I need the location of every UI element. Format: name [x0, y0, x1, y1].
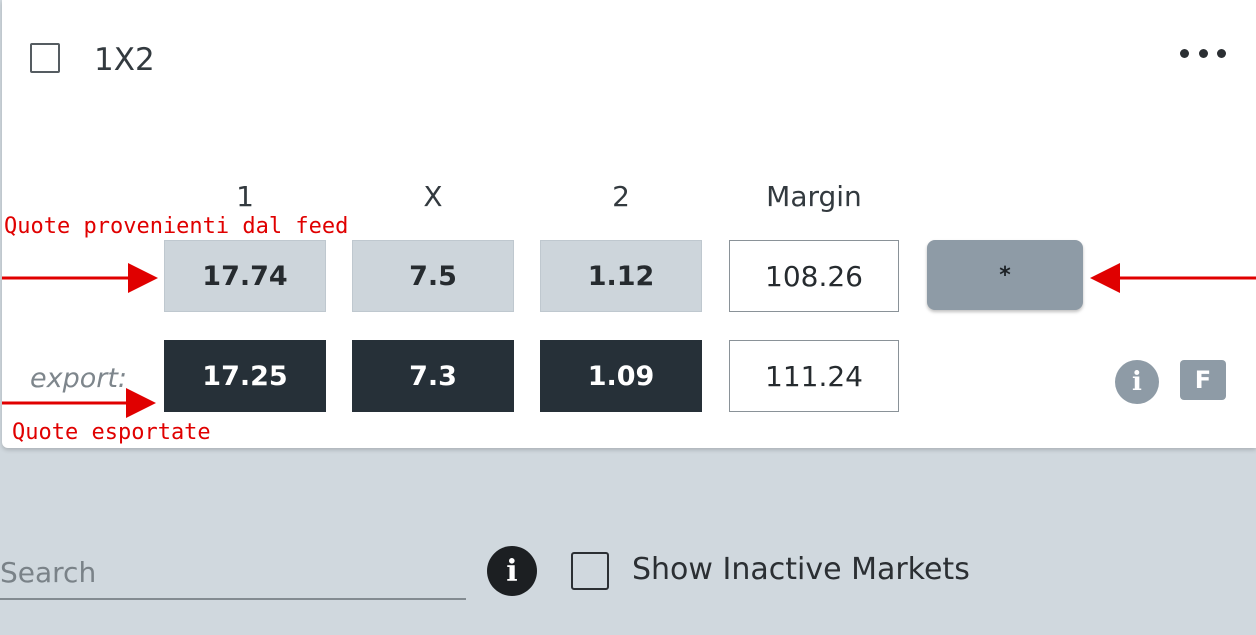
menu-dot [1217, 48, 1226, 58]
show-inactive-checkbox[interactable] [571, 552, 609, 590]
menu-dot [1180, 48, 1189, 58]
column-header-margin: Margin [766, 180, 862, 213]
apply-button[interactable]: * [927, 240, 1083, 310]
export-odd-home[interactable]: 17.25 [164, 340, 326, 412]
market-checkbox[interactable] [30, 43, 60, 73]
feed-badge-icon[interactable]: F [1180, 360, 1226, 400]
info-icon[interactable]: i [1115, 360, 1159, 404]
column-header-away: 2 [612, 180, 630, 213]
annotation-export: Quote esportate [12, 420, 211, 445]
feed-odd-draw[interactable]: 7.5 [352, 240, 514, 312]
export-odd-away[interactable]: 1.09 [540, 340, 702, 412]
column-header-home: 1 [236, 180, 254, 213]
market-card: 1X2 1 X 2 Margin Quote provenienti dal f… [2, 0, 1256, 448]
feed-odd-away[interactable]: 1.12 [540, 240, 702, 312]
export-margin: 111.24 [729, 340, 899, 412]
search-info-icon[interactable]: i [487, 546, 537, 596]
export-odd-draw[interactable]: 7.3 [352, 340, 514, 412]
show-inactive-label[interactable]: Show Inactive Markets [632, 552, 970, 587]
feed-margin: 108.26 [729, 240, 899, 312]
more-horizontal-icon[interactable] [1180, 42, 1226, 64]
menu-dot [1198, 48, 1208, 58]
annotation-feed: Quote provenienti dal feed [4, 214, 349, 239]
market-title: 1X2 [94, 42, 155, 78]
export-label: export: [30, 363, 128, 394]
column-header-draw: X [423, 180, 443, 213]
feed-odd-home[interactable]: 17.74 [164, 240, 326, 312]
search-input[interactable] [0, 546, 466, 600]
